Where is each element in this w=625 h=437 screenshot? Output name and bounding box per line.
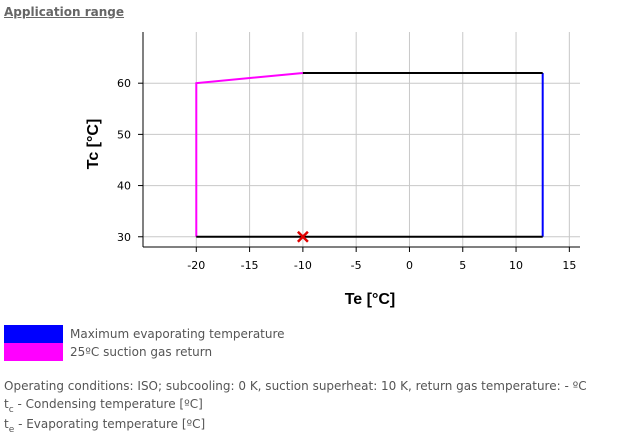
- te-text: - Evaporating temperature [ºC]: [14, 417, 206, 431]
- marker-stroke: [296, 230, 309, 243]
- tc-symbol: t: [4, 397, 9, 411]
- tc-note: tc - Condensing temperature [ºC]: [4, 395, 587, 415]
- x-tick-label: -5: [351, 259, 362, 272]
- axes: [142, 32, 580, 248]
- x-tick-label: -15: [241, 259, 259, 272]
- section-title: Application range: [4, 5, 125, 19]
- legend: Maximum evaporating temperature 25ºC suc…: [4, 325, 285, 361]
- legend-swatch-suction-gas: [4, 343, 63, 361]
- operating-conditions: Operating conditions: ISO; subcooling: 0…: [4, 379, 587, 393]
- y-tick-label: 60: [117, 77, 131, 90]
- legend-item: Maximum evaporating temperature: [4, 325, 285, 343]
- legend-label: Maximum evaporating temperature: [70, 327, 285, 341]
- x-tick-label: -10: [294, 259, 312, 272]
- application-range-chart: -20 -15 -10 -5 0 5 10 15 30 40 50 60 Te [°C] Tc [°C…: [85, 32, 580, 308]
- te-subscript: e: [8, 425, 15, 435]
- y-tick-label: 40: [117, 180, 131, 193]
- grid: [143, 32, 580, 247]
- legend-label: 25ºC suction gas return: [70, 345, 213, 359]
- notes: Operating conditions: ISO; subcooling: 0…: [4, 377, 587, 435]
- x-tick-label: 5: [459, 259, 466, 272]
- series-lines: [195, 71, 544, 238]
- te-note: te - Evaporating temperature [ºC]: [4, 415, 587, 435]
- ticks: -20 -15 -10 -5 0 5 10 15 30 40 50 60: [117, 77, 576, 272]
- x-tick-label: -20: [187, 259, 205, 272]
- x-axis-label: Te [°C]: [345, 291, 396, 308]
- tc-subscript: c: [8, 405, 14, 415]
- y-tick-label: 50: [117, 128, 131, 141]
- operating-point-marker: [296, 230, 309, 243]
- te-symbol: t: [4, 417, 9, 431]
- series-line-1: [195, 71, 303, 237]
- x-tick-label: 0: [406, 259, 413, 272]
- x-tick-label: 10: [509, 259, 523, 272]
- x-tick-label: 15: [562, 259, 576, 272]
- legend-item: 25ºC suction gas return: [4, 343, 285, 361]
- tc-text: - Condensing temperature [ºC]: [13, 397, 203, 411]
- y-axis-label: Tc [°C]: [85, 119, 102, 170]
- legend-swatch-max-evap: [4, 325, 63, 343]
- y-tick-label: 30: [117, 231, 131, 244]
